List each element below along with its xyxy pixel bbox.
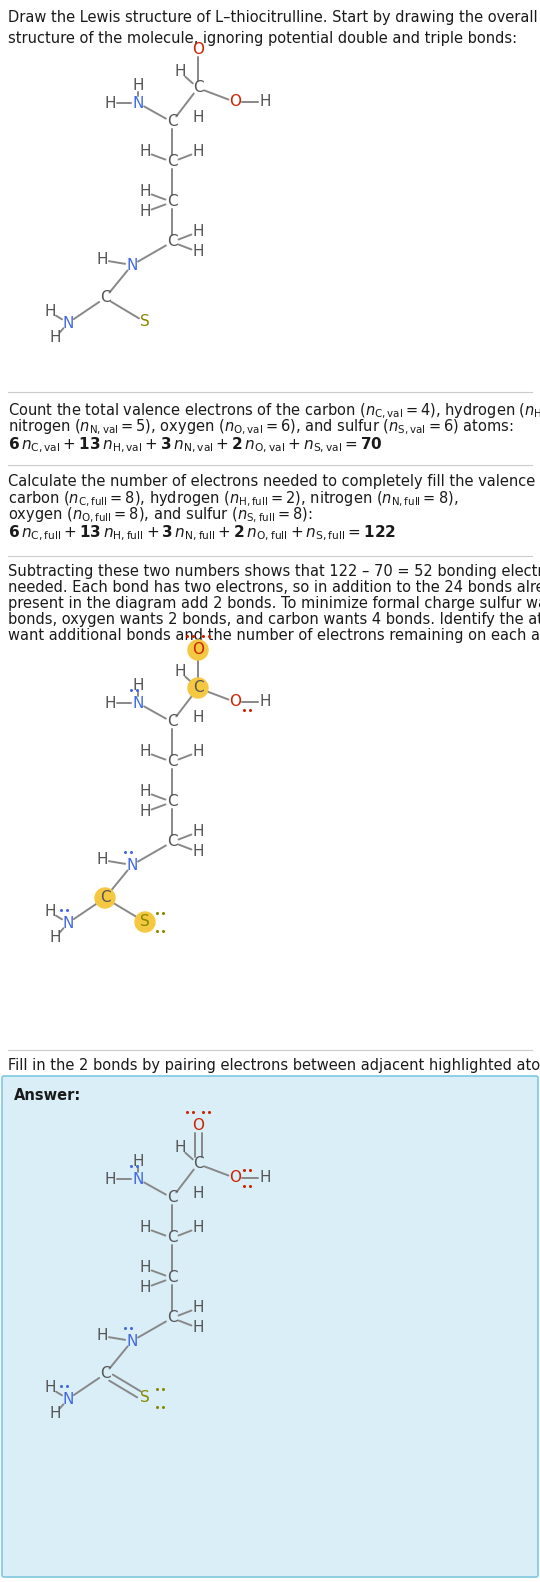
Text: H: H: [49, 930, 60, 946]
Text: nitrogen ($n_{\mathrm{N,val}}=5$), oxygen ($n_{\mathrm{O,val}}=6$), and sulfur (: nitrogen ($n_{\mathrm{N,val}}=5$), oxyge…: [8, 418, 514, 437]
Text: C: C: [100, 1367, 110, 1381]
Text: N: N: [126, 857, 138, 873]
Text: bonds, oxygen wants 2 bonds, and carbon wants 4 bonds. Identify the atoms that: bonds, oxygen wants 2 bonds, and carbon …: [8, 612, 540, 626]
Text: H: H: [174, 1141, 186, 1155]
Text: oxygen ($n_{\mathrm{O,full}}=8$), and sulfur ($n_{\mathrm{S,full}}=8$):: oxygen ($n_{\mathrm{O,full}}=8$), and su…: [8, 506, 313, 525]
Text: H: H: [44, 905, 56, 919]
Text: C: C: [167, 114, 177, 130]
Text: H: H: [139, 805, 151, 819]
Text: present in the diagram add 2 bonds. To minimize formal charge sulfur wants 2: present in the diagram add 2 bonds. To m…: [8, 596, 540, 611]
Text: H: H: [104, 1172, 116, 1186]
Text: H: H: [139, 1280, 151, 1296]
Text: C: C: [167, 1270, 177, 1286]
Text: H: H: [174, 65, 186, 79]
FancyBboxPatch shape: [2, 1076, 538, 1577]
Text: C: C: [193, 1156, 204, 1172]
Text: H: H: [174, 664, 186, 680]
Text: H: H: [192, 824, 204, 840]
Text: O: O: [192, 642, 204, 658]
Text: O: O: [192, 1118, 204, 1133]
Text: $\mathbf{6}\,n_{\mathrm{C,full}}+\mathbf{13}\,n_{\mathrm{H,full}}+\mathbf{3}\,n_: $\mathbf{6}\,n_{\mathrm{C,full}}+\mathbf…: [8, 524, 396, 543]
Text: H: H: [139, 144, 151, 160]
Text: O: O: [229, 1171, 241, 1185]
Text: H: H: [104, 696, 116, 710]
Text: C: C: [167, 755, 177, 769]
Text: H: H: [192, 1220, 204, 1236]
Text: C: C: [167, 234, 177, 250]
Text: N: N: [62, 1392, 73, 1406]
Text: carbon ($n_{\mathrm{C,full}}=8$), hydrogen ($n_{\mathrm{H,full}}=2$), nitrogen (: carbon ($n_{\mathrm{C,full}}=8$), hydrog…: [8, 490, 458, 509]
Text: H: H: [139, 185, 151, 199]
Text: H: H: [139, 745, 151, 759]
Text: H: H: [192, 845, 204, 859]
Text: Calculate the number of electrons needed to completely fill the valence shells f: Calculate the number of electrons needed…: [8, 475, 540, 489]
Text: N: N: [132, 1172, 144, 1186]
Text: H: H: [139, 204, 151, 220]
Text: C: C: [167, 1310, 177, 1326]
Text: C: C: [167, 715, 177, 729]
Text: C: C: [193, 680, 204, 696]
Text: N: N: [132, 95, 144, 111]
Text: H: H: [49, 331, 60, 345]
Text: $\mathbf{6}\,n_{\mathrm{C,val}}+\mathbf{13}\,n_{\mathrm{H,val}}+\mathbf{3}\,n_{\: $\mathbf{6}\,n_{\mathrm{C,val}}+\mathbf{…: [8, 437, 383, 456]
Text: H: H: [104, 95, 116, 111]
Text: H: H: [192, 245, 204, 259]
Text: S: S: [140, 914, 150, 930]
Text: N: N: [132, 696, 144, 710]
Circle shape: [135, 911, 155, 932]
Text: H: H: [44, 1381, 56, 1395]
Text: H: H: [192, 1300, 204, 1316]
Text: want additional bonds and the number of electrons remaining on each atom:: want additional bonds and the number of …: [8, 628, 540, 642]
Text: O: O: [229, 694, 241, 709]
Text: N: N: [126, 258, 138, 272]
Circle shape: [188, 641, 208, 660]
Text: C: C: [100, 291, 110, 305]
Text: O: O: [192, 43, 204, 57]
Text: C: C: [193, 81, 204, 95]
Text: H: H: [44, 304, 56, 320]
Text: H: H: [96, 1329, 108, 1343]
Text: O: O: [229, 95, 241, 109]
Text: H: H: [192, 144, 204, 160]
Text: C: C: [167, 794, 177, 810]
Text: Subtracting these two numbers shows that 122 – 70 = 52 bonding electrons are: Subtracting these two numbers shows that…: [8, 565, 540, 579]
Text: Answer:: Answer:: [14, 1088, 81, 1103]
Circle shape: [95, 888, 115, 908]
Text: H: H: [132, 677, 144, 693]
Text: H: H: [139, 1261, 151, 1275]
Text: H: H: [132, 1153, 144, 1169]
Text: H: H: [192, 1321, 204, 1335]
Text: needed. Each bond has two electrons, so in addition to the 24 bonds already: needed. Each bond has two electrons, so …: [8, 581, 540, 595]
Text: H: H: [192, 111, 204, 125]
Text: C: C: [167, 155, 177, 169]
Text: S: S: [140, 315, 150, 329]
Text: C: C: [100, 891, 110, 905]
Text: H: H: [132, 78, 144, 92]
Text: H: H: [96, 253, 108, 267]
Text: N: N: [126, 1334, 138, 1348]
Text: Count the total valence electrons of the carbon ($n_{\mathrm{C,val}}=4$), hydrog: Count the total valence electrons of the…: [8, 402, 540, 421]
Text: Draw the Lewis structure of L–thiocitrulline. Start by drawing the overall
struc: Draw the Lewis structure of L–thiocitrul…: [8, 9, 538, 46]
Text: H: H: [259, 1171, 271, 1185]
Text: H: H: [192, 1186, 204, 1201]
Text: C: C: [167, 1231, 177, 1245]
Text: H: H: [96, 853, 108, 867]
Text: H: H: [259, 95, 271, 109]
Circle shape: [188, 679, 208, 698]
Text: H: H: [49, 1406, 60, 1422]
Text: H: H: [192, 225, 204, 239]
Text: S: S: [140, 1391, 150, 1405]
Text: N: N: [62, 315, 73, 331]
Text: H: H: [139, 785, 151, 799]
Text: H: H: [139, 1220, 151, 1236]
Text: H: H: [259, 694, 271, 709]
Text: H: H: [192, 745, 204, 759]
Text: Fill in the 2 bonds by pairing electrons between adjacent highlighted atoms:: Fill in the 2 bonds by pairing electrons…: [8, 1058, 540, 1073]
Text: H: H: [192, 710, 204, 726]
Text: C: C: [167, 195, 177, 209]
Text: N: N: [62, 916, 73, 930]
Text: C: C: [167, 1191, 177, 1205]
Text: C: C: [167, 834, 177, 850]
